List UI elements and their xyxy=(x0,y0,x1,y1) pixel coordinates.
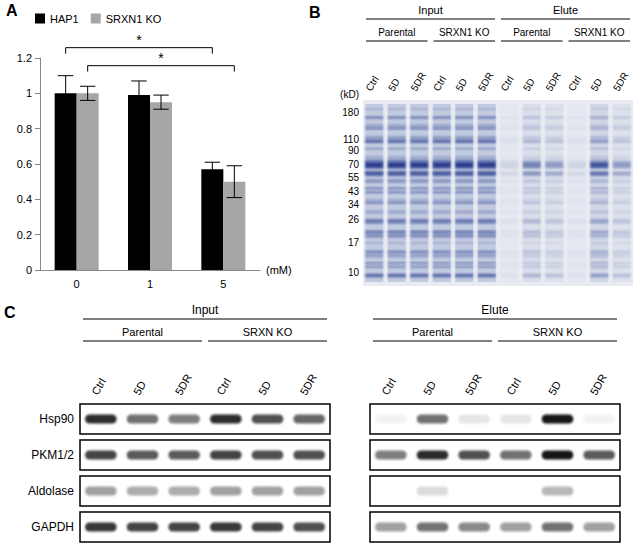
svg-text:5DR: 5DR xyxy=(611,70,631,93)
html-text:A: A xyxy=(6,2,18,19)
svg-text:5D: 5D xyxy=(256,379,273,397)
svg-text:5: 5 xyxy=(220,278,226,290)
svg-text:HAP1: HAP1 xyxy=(50,13,79,25)
svg-text:Ctrl: Ctrl xyxy=(504,376,523,397)
svg-text:Ctrl: Ctrl xyxy=(89,376,108,397)
svg-text:5D: 5D xyxy=(453,76,469,93)
svg-text:5D: 5D xyxy=(131,379,148,397)
svg-text:5D: 5D xyxy=(521,76,537,93)
svg-text:5DR: 5DR xyxy=(476,70,496,93)
svg-text:0.2: 0.2 xyxy=(17,229,32,241)
svg-text:Parental: Parental xyxy=(378,27,415,38)
svg-text:(mM): (mM) xyxy=(266,264,292,276)
svg-text:5D: 5D xyxy=(546,379,563,397)
svg-text:10: 10 xyxy=(348,267,360,278)
svg-text:5D: 5D xyxy=(386,76,402,93)
svg-text:90: 90 xyxy=(348,145,360,156)
svg-text:PKM1/2: PKM1/2 xyxy=(31,448,74,462)
svg-text:110: 110 xyxy=(343,134,359,145)
svg-text:5DR: 5DR xyxy=(588,372,609,397)
svg-text:34: 34 xyxy=(348,199,360,210)
svg-text:Ctrl: Ctrl xyxy=(431,74,448,93)
svg-text:5DR: 5DR xyxy=(408,70,428,93)
svg-text:Elute: Elute xyxy=(553,4,578,16)
svg-text:180: 180 xyxy=(342,107,359,118)
svg-text:26: 26 xyxy=(348,214,360,225)
svg-text:0: 0 xyxy=(26,264,32,276)
svg-text:GAPDH: GAPDH xyxy=(31,520,74,534)
svg-text:Ctrl: Ctrl xyxy=(498,74,515,93)
svg-text:Parental: Parental xyxy=(513,27,550,38)
svg-text:Parental: Parental xyxy=(122,326,163,338)
svg-text:Input: Input xyxy=(192,303,219,317)
svg-text:43: 43 xyxy=(348,186,360,197)
svg-text:5D: 5D xyxy=(421,379,438,397)
svg-text:Elute: Elute xyxy=(481,303,509,317)
svg-text:SRXN1 KO: SRXN1 KO xyxy=(574,27,625,38)
svg-text:0.4: 0.4 xyxy=(17,193,32,205)
svg-text:17: 17 xyxy=(348,237,360,248)
svg-text:0: 0 xyxy=(74,278,80,290)
svg-text:SRXN1 KO: SRXN1 KO xyxy=(106,13,162,25)
svg-text:55: 55 xyxy=(348,172,360,183)
svg-text:70: 70 xyxy=(348,159,360,170)
svg-text:Ctrl: Ctrl xyxy=(214,376,233,397)
svg-text:Parental: Parental xyxy=(412,326,453,338)
svg-text:5DR: 5DR xyxy=(173,372,194,397)
svg-text:5DR: 5DR xyxy=(298,372,319,397)
svg-text:Hsp90: Hsp90 xyxy=(39,412,74,426)
svg-text:0.8: 0.8 xyxy=(17,123,32,135)
svg-text:5D: 5D xyxy=(588,76,604,93)
svg-text:Ctrl: Ctrl xyxy=(379,376,398,397)
svg-text:*: * xyxy=(136,32,142,48)
svg-text:SRXN KO: SRXN KO xyxy=(533,326,583,338)
svg-text:SRXN KO: SRXN KO xyxy=(243,326,293,338)
svg-text:5DR: 5DR xyxy=(543,70,563,93)
svg-text:1: 1 xyxy=(147,278,153,290)
svg-text:Ctrl: Ctrl xyxy=(566,74,583,93)
svg-text:1: 1 xyxy=(26,87,32,99)
svg-text:B: B xyxy=(309,4,321,21)
svg-text:*: * xyxy=(158,50,164,66)
svg-text:Input: Input xyxy=(418,4,442,16)
svg-text:5DR: 5DR xyxy=(463,372,484,397)
svg-text:C: C xyxy=(4,304,16,321)
svg-text:Ctrl: Ctrl xyxy=(363,74,380,93)
svg-text:SRXN1 KO: SRXN1 KO xyxy=(439,27,490,38)
svg-text:(kD): (kD) xyxy=(340,89,359,100)
svg-text:1.2: 1.2 xyxy=(17,52,32,64)
svg-text:0.6: 0.6 xyxy=(17,158,32,170)
svg-text:Aldolase: Aldolase xyxy=(28,484,74,498)
